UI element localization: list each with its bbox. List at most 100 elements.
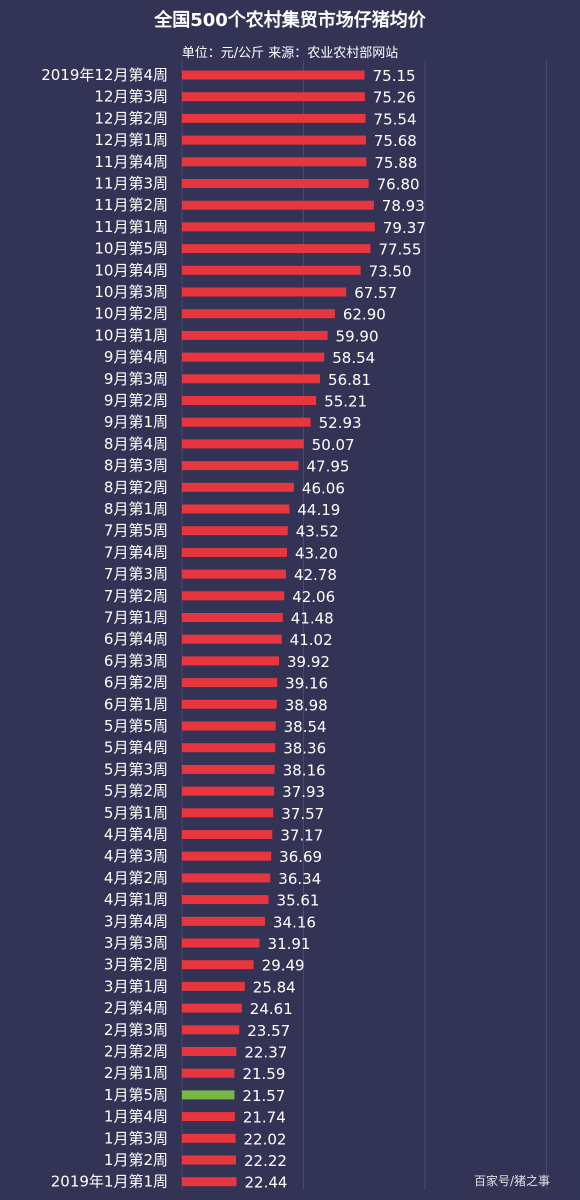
value-label: 22.37 (244, 1044, 287, 1062)
value-label: 75.88 (374, 154, 417, 172)
category-label: 5月第4周 (104, 739, 168, 757)
value-label: 41.48 (291, 610, 334, 628)
bar (182, 1112, 235, 1122)
bar (182, 786, 275, 796)
bar (182, 179, 369, 188)
value-label: 37.93 (282, 783, 325, 801)
category-label: 8月第4周 (104, 435, 168, 453)
bar (182, 721, 276, 731)
bar (182, 1177, 237, 1187)
category-label: 7月第5周 (104, 522, 168, 540)
bar (182, 569, 286, 579)
bar (182, 656, 280, 666)
category-label: 3月第4周 (104, 912, 168, 930)
value-label: 39.92 (287, 653, 330, 671)
bar (182, 591, 285, 601)
bar (182, 699, 277, 709)
category-label: 12月第2周 (94, 109, 168, 127)
category-label: 5月第1周 (104, 804, 168, 822)
bar (182, 613, 283, 622)
bar (182, 330, 328, 340)
category-label: 7月第4周 (104, 543, 168, 561)
value-label: 38.98 (285, 696, 328, 714)
bar (182, 396, 317, 405)
value-label: 55.21 (324, 393, 367, 411)
bar (182, 634, 282, 644)
bar (182, 981, 245, 991)
category-label: 2月第4周 (104, 999, 168, 1017)
value-label: 37.57 (281, 805, 324, 823)
bar (182, 200, 374, 210)
bar (182, 92, 365, 102)
bar (182, 1003, 242, 1013)
category-label: 10月第2周 (94, 305, 168, 323)
bar (182, 1155, 236, 1165)
value-label: 22.02 (244, 1130, 287, 1148)
bar (182, 1068, 235, 1078)
bar (182, 222, 375, 232)
category-label: 4月第4周 (104, 826, 168, 844)
category-label: 12月第3周 (94, 88, 168, 106)
category-label: 9月第4周 (104, 348, 168, 366)
value-label: 21.59 (242, 1065, 285, 1083)
value-label: 36.34 (278, 870, 321, 888)
category-label: 7月第3周 (104, 565, 168, 583)
category-label: 3月第1周 (104, 977, 168, 995)
bar (182, 764, 275, 774)
value-label: 78.93 (382, 197, 425, 215)
value-label: 21.74 (243, 1109, 286, 1127)
bar (182, 960, 254, 970)
category-label: 9月第1周 (104, 413, 168, 431)
category-label: 6月第2周 (104, 674, 168, 692)
category-label: 12月第1周 (94, 131, 168, 149)
category-label: 4月第3周 (104, 847, 168, 865)
category-label: 11月第2周 (94, 196, 168, 214)
category-label: 1月第3周 (104, 1129, 168, 1147)
chart-subtitle: 单位：元/公斤 来源：农业农村部网站 (181, 46, 399, 61)
value-label: 73.50 (369, 262, 412, 280)
value-label: 75.68 (374, 132, 417, 150)
category-label: 1月第2周 (104, 1151, 168, 1169)
value-label: 24.61 (250, 1000, 293, 1018)
category-label: 8月第3周 (104, 457, 168, 475)
value-label: 22.22 (244, 1152, 287, 1170)
value-label: 34.16 (273, 913, 316, 931)
bar (182, 1090, 235, 1100)
bar (182, 244, 371, 254)
value-label: 38.54 (284, 718, 327, 736)
bar (182, 439, 304, 449)
value-label: 21.57 (242, 1087, 285, 1105)
category-label: 1月第5周 (104, 1086, 168, 1104)
value-label: 56.81 (328, 371, 371, 389)
category-label: 2月第1周 (104, 1064, 168, 1082)
bar (182, 417, 311, 427)
bar (182, 895, 269, 905)
category-label: 6月第3周 (104, 652, 168, 670)
value-label: 77.55 (378, 241, 421, 259)
category-label: 4月第2周 (104, 869, 168, 887)
value-label: 25.84 (253, 978, 296, 996)
bar (182, 1133, 236, 1143)
bar (182, 287, 347, 297)
bar (182, 157, 367, 167)
category-label: 3月第3周 (104, 934, 168, 952)
value-label: 47.95 (307, 458, 350, 476)
category-label: 2月第2周 (104, 1043, 168, 1061)
value-label: 22.44 (245, 1174, 288, 1192)
value-label: 79.37 (383, 219, 426, 237)
bar (182, 504, 290, 514)
category-label: 6月第4周 (104, 630, 168, 648)
value-label: 38.36 (283, 740, 326, 758)
bar (182, 461, 299, 471)
bar (182, 135, 366, 145)
category-label: 11月第1周 (94, 218, 168, 236)
bar (182, 352, 325, 362)
value-label: 23.57 (247, 1022, 290, 1040)
value-label: 75.26 (373, 89, 416, 107)
value-label: 39.16 (285, 675, 328, 693)
category-label: 3月第2周 (104, 956, 168, 974)
category-label: 9月第2周 (104, 392, 168, 410)
category-label: 9月第3周 (104, 370, 168, 388)
value-label: 38.16 (283, 761, 326, 779)
value-label: 41.02 (290, 631, 333, 649)
